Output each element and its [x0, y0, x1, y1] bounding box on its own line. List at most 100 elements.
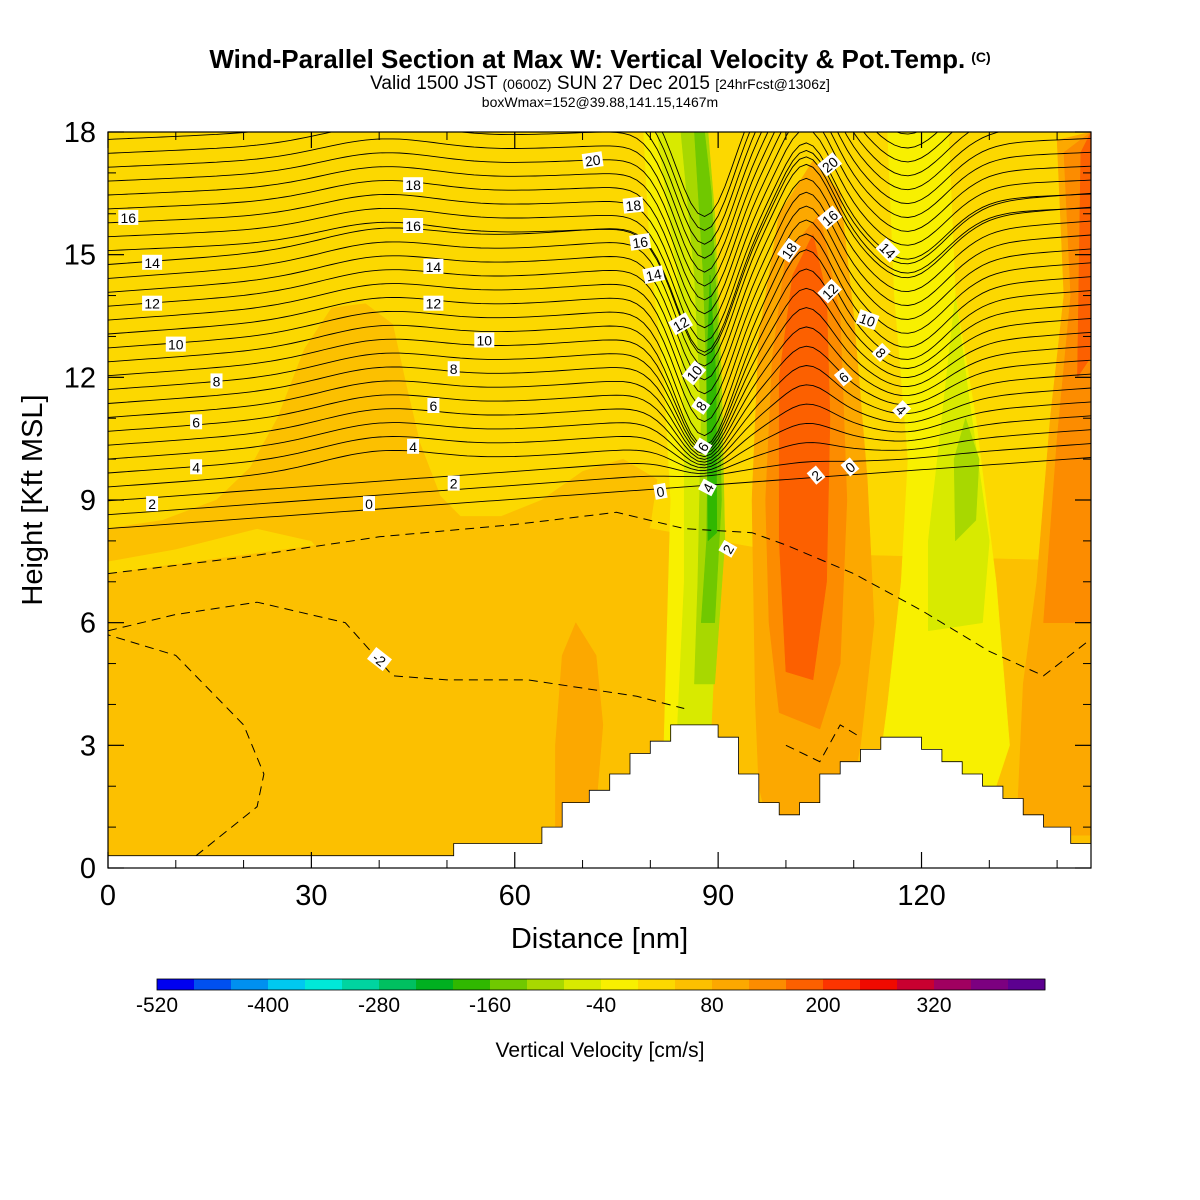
contour-label: 18 — [622, 196, 645, 215]
contour-label-box — [892, 400, 912, 420]
contour-label: 0 — [363, 496, 375, 512]
theta-contour-line — [108, 132, 1091, 315]
contour-label: 10 — [474, 332, 495, 349]
theta-contour-line — [108, 132, 1091, 301]
negative-theta-contour — [108, 601, 685, 709]
boxmax-info: boxWmax=152@39.88,141.15,1467m — [481, 94, 719, 110]
contour-label-box — [190, 459, 203, 475]
negative-theta-contour — [108, 511, 1091, 677]
y-tick-label: 18 — [64, 117, 96, 149]
colorbar-swatch — [601, 979, 639, 990]
y-tick-label: 0 — [80, 853, 96, 885]
contour-label-text: 10 — [857, 310, 877, 330]
contour-label: 14 — [423, 258, 444, 275]
theta-contour-line — [108, 233, 1091, 437]
contour-label: 8 — [210, 373, 223, 389]
contour-label-box — [146, 496, 159, 512]
theta-contour-line — [108, 415, 1091, 488]
contour-label-box — [407, 438, 420, 454]
colorbar-swatch — [749, 979, 787, 990]
colorbar-swatch — [1008, 979, 1046, 990]
theta-contour-line — [108, 326, 1091, 458]
contour-label-box — [622, 196, 645, 214]
contour-label-box — [653, 482, 668, 500]
contour-label: 10 — [165, 336, 186, 353]
x-tick-label: 60 — [499, 880, 531, 912]
terrain-mask — [108, 724, 1091, 868]
theta-contour-line — [654, 132, 939, 231]
x-tick-label: 120 — [897, 880, 945, 912]
contour-label-box — [875, 237, 901, 263]
contour-label-box — [777, 237, 801, 263]
contour-label: 4 — [190, 459, 203, 475]
velocity-region — [953, 417, 980, 542]
contour-label: 6 — [190, 414, 203, 430]
contour-label-box — [142, 254, 163, 270]
contour-label-box — [447, 475, 460, 491]
contour-label-text: 2 — [450, 476, 458, 492]
colorbar-tick-label: 80 — [700, 994, 723, 1017]
theta-contour-line — [108, 163, 1091, 367]
contour-label-box — [840, 457, 860, 477]
colorbar-tick-label: -280 — [358, 994, 400, 1017]
contour-label-box — [642, 265, 665, 285]
colorbar-swatch — [971, 979, 1009, 990]
contour-label-box — [718, 539, 738, 558]
theta-contour-line — [108, 443, 1091, 516]
contour-label: 0 — [653, 482, 668, 500]
contour-label-box — [423, 258, 444, 274]
contour-label-text: 4 — [409, 439, 417, 455]
theta-contour-line — [108, 365, 1091, 463]
theta-contour-line — [108, 205, 1091, 409]
forecast-info: [24hrFcst@1306z] — [715, 76, 830, 92]
contour-label: 2 — [146, 496, 159, 512]
contour-label-text: 2 — [148, 496, 156, 512]
contour-label-text: 6 — [430, 398, 438, 414]
contour-label-box — [118, 209, 139, 225]
contour-label-box — [427, 398, 440, 413]
contour-label-box — [367, 647, 393, 672]
contour-label: 20 — [817, 152, 843, 177]
theta-contour-line — [108, 132, 1091, 329]
contour-label-box — [363, 496, 375, 512]
contour-label: 16 — [817, 205, 843, 230]
colorbar-swatch — [342, 979, 380, 990]
x-axis-label: Distance [nm] — [511, 923, 688, 955]
colorbar-swatch — [897, 979, 935, 990]
theta-contour-line — [108, 191, 1091, 395]
colorbar-frame — [156, 978, 1046, 991]
colorbar-swatch — [490, 979, 528, 990]
theta-contour-line — [108, 384, 1091, 466]
contour-label-box — [629, 233, 652, 251]
colorbar-tick-label: -520 — [136, 994, 178, 1017]
contour-label: 2 — [718, 539, 738, 558]
y-tick-label: 12 — [64, 362, 96, 394]
contour-label-text: 12 — [144, 296, 160, 312]
contour-label: 14 — [642, 265, 665, 285]
contour-label-box — [142, 295, 163, 311]
theta-contour-line — [108, 142, 1091, 343]
contour-label: 12 — [142, 295, 163, 312]
contour-label: 10 — [855, 309, 880, 331]
contour-label-box — [165, 336, 186, 352]
contour-label-box — [693, 437, 713, 456]
contour-label-text: 18 — [625, 197, 642, 215]
contour-label: 16 — [118, 209, 139, 226]
contour-label-text: 4 — [192, 459, 200, 475]
contour-label-box — [474, 332, 495, 348]
colorbar-swatch — [527, 979, 565, 990]
theta-contour-line — [108, 219, 1091, 423]
contour-label: 20 — [581, 151, 604, 170]
theta-contour-line — [108, 429, 1091, 502]
colorbar-swatch — [157, 979, 195, 990]
colorbar-tick-label: -40 — [586, 994, 616, 1017]
colorbar-swatch — [564, 979, 602, 990]
contour-label: 6 — [427, 398, 440, 414]
chart-title: Wind-Parallel Section at Max W: Vertical… — [209, 44, 991, 74]
contour-label-text: 20 — [584, 152, 602, 170]
theta-contour-line — [108, 287, 1091, 452]
contour-label-box — [817, 152, 843, 177]
contour-label-box — [855, 309, 880, 331]
